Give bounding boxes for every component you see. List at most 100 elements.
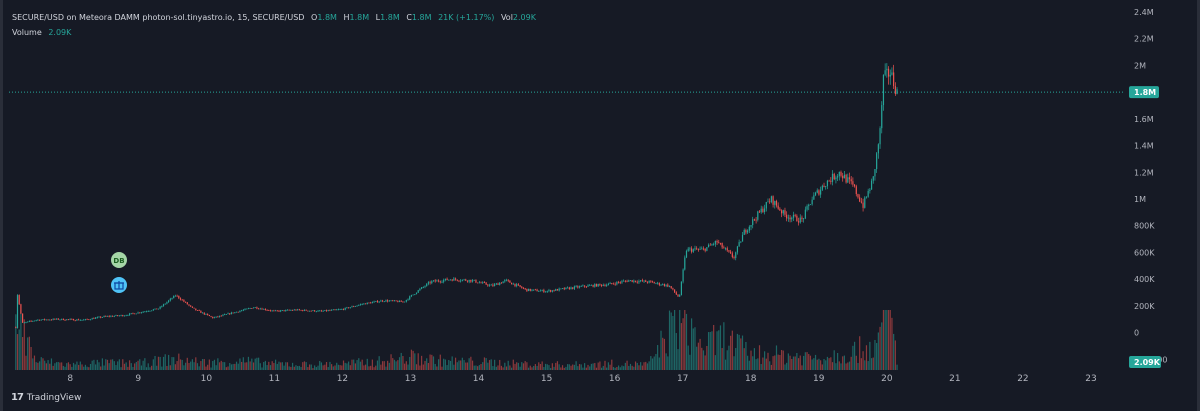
candle-body [183,300,185,302]
candle-body [670,286,672,289]
volume-bar [72,362,75,370]
candle-body [20,304,22,314]
volume-bar [507,360,509,370]
candle-body [607,283,609,285]
candle-body [614,283,616,285]
volume-bar [261,367,263,370]
candle-body [140,312,143,314]
candle-body [230,312,233,315]
volume-bar [456,362,458,370]
candle-body [804,209,806,219]
candle-body [132,313,134,315]
price-axis[interactable]: 2.4M 2.2M 2M 1.8M 1.6M 1.4M 1.2M 1M 800K 600K 400K… [1134,8,1167,364]
volume-bar [337,364,340,370]
volume-bar [183,365,185,370]
candle-body [98,316,100,318]
candle-body [616,281,618,285]
time-axis-tick: 11 [269,374,280,384]
candle-body [61,318,63,320]
price-axis-tick: 200K [1134,302,1155,311]
volume-bar [95,364,97,370]
candle-body [169,298,171,301]
event-marker-gift[interactable] [111,277,127,293]
candle-body [412,294,414,296]
volume-bar [811,359,813,370]
candle-body [332,309,334,311]
volume-bar [274,359,277,370]
volume-bar [719,325,722,370]
candle-body [724,248,727,250]
volume-bar [561,365,564,370]
candle-body [400,300,402,302]
candle-body [538,291,540,292]
candle-body [376,300,379,303]
candle-body [15,327,17,329]
candle-body [711,244,713,246]
volume-bar [23,319,25,370]
volume-bar [395,361,397,370]
candle-body [816,190,818,193]
candle-body [415,292,418,295]
candle-body [482,282,484,284]
open-value: 1.8M [317,13,337,22]
candle-body [259,308,261,310]
time-axis[interactable]: 8 9 10 11 12 13 14 15 16 17 18 19 20 21 22 23 [67,374,1096,384]
volume-bar [617,365,620,370]
candle-body [887,68,890,77]
volume-bar [619,367,621,370]
candle-body [623,280,625,282]
candle-body [264,308,267,310]
volume-bar [325,362,328,370]
candle-body [609,283,611,284]
volume-bar [837,353,839,370]
volume-bar [699,338,701,370]
candle-body [337,309,340,311]
volume-bar [86,366,88,370]
volume-bar [604,360,606,370]
volume-bar [544,363,547,370]
legend-volume-row[interactable]: Volume 2.09K [12,25,536,40]
volume-bar [113,361,115,370]
volume-bar [499,359,501,370]
candle-body [290,310,292,311]
volume-bar [342,360,345,370]
legend-ohlc-row[interactable]: SECURE/USD on Meteora DAMM photon-sol.ti… [12,10,536,25]
candle-body [244,308,246,310]
candle-body [721,243,723,248]
time-axis-tick: 10 [201,374,213,384]
tradingview-watermark[interactable]: 17 TradingView [11,392,81,403]
candle-body [331,309,333,311]
volume-bar [816,359,818,370]
volume-bar [235,361,238,370]
time-axis-tick: 9 [135,374,141,384]
candle-body [281,310,283,312]
candle-body [794,214,796,216]
candle-body [305,309,307,311]
volume-bar [721,348,723,370]
volume-bar [251,358,253,370]
candle-body [315,311,317,313]
candle-body [341,309,343,310]
volume-bar [134,363,136,370]
candle-body [171,298,173,300]
candle-body [448,279,450,281]
volume-bar [254,358,256,370]
candle-body [663,284,666,286]
volume-bar [76,361,78,370]
candle-body [758,211,761,213]
candle-body [480,282,482,284]
volume-bar [840,363,842,370]
symbol-title[interactable]: SECURE/USD on Meteora DAMM photon-sol.ti… [12,13,305,22]
candle-body [95,317,97,319]
price-axis-tick: 2.4M [1134,8,1154,17]
volume-bar [30,346,32,370]
volume-bar [648,361,650,370]
candle-body [490,284,492,286]
candle-body [697,249,699,251]
candle-body [419,288,421,291]
price-chart[interactable]: 2.4M 2.2M 2M 1.8M 1.6M 1.4M 1.2M 1M 800K 600K 400K… [3,0,1200,411]
time-axis-tick: 12 [337,374,348,384]
volume-bar [460,360,462,370]
volume-bar [685,313,688,370]
event-marker-db[interactable]: DB [111,252,127,268]
